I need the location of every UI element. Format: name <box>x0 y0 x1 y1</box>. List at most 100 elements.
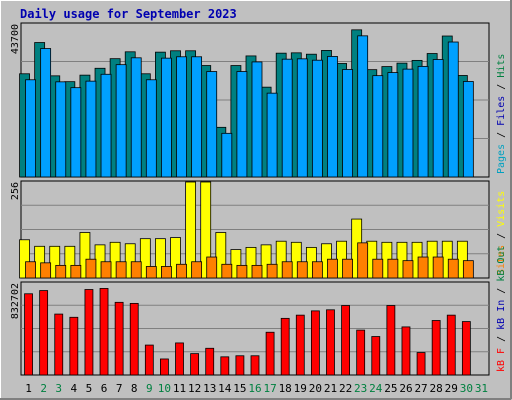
bar <box>236 71 248 178</box>
bar <box>161 266 172 279</box>
bar <box>25 261 36 279</box>
legend-entry: Files <box>496 96 507 126</box>
legend-entry: kB F <box>496 348 507 372</box>
bar <box>129 302 139 376</box>
bar <box>175 342 184 376</box>
day-label: 23 <box>354 382 367 395</box>
day-label: 28 <box>430 382 443 395</box>
bar <box>100 261 112 279</box>
bar <box>251 61 263 178</box>
bar <box>25 79 36 178</box>
legend-entry: Pages <box>496 144 507 174</box>
bar <box>49 245 61 279</box>
bar <box>341 305 350 376</box>
bar <box>431 320 441 376</box>
bar <box>462 81 474 178</box>
bar <box>357 242 369 279</box>
legend-entry: / <box>496 126 507 144</box>
bar <box>205 347 215 376</box>
bar <box>144 344 154 376</box>
bar <box>295 314 305 376</box>
bar <box>235 355 245 376</box>
day-label: 29 <box>445 382 458 395</box>
bar <box>130 261 142 279</box>
day-label: 14 <box>218 382 232 395</box>
bar <box>250 355 260 376</box>
series-files <box>25 35 474 178</box>
legend-entry: Hits <box>496 54 507 78</box>
bar <box>266 263 278 279</box>
bar <box>79 232 91 279</box>
bar <box>296 58 308 178</box>
bar <box>40 262 52 279</box>
bar <box>432 256 444 279</box>
bar <box>356 329 366 376</box>
bar <box>70 87 82 178</box>
bar <box>260 244 272 279</box>
day-label: 21 <box>324 382 337 395</box>
day-label: 17 <box>263 382 276 395</box>
bar <box>447 258 459 279</box>
bar <box>115 261 127 279</box>
bar <box>311 261 323 279</box>
bar <box>206 71 218 178</box>
bar <box>357 35 369 178</box>
bar <box>245 246 257 279</box>
day-label: 22 <box>339 382 352 395</box>
legend-entry: kB In <box>496 300 507 330</box>
bar <box>24 293 33 376</box>
day-label: 24 <box>369 382 383 395</box>
day-label: 11 <box>173 382 186 395</box>
bar <box>176 56 187 178</box>
bar <box>327 258 338 279</box>
legend-entry: Sites <box>496 245 507 275</box>
bar <box>85 258 97 279</box>
bar <box>55 81 67 178</box>
bar <box>296 261 308 279</box>
bar <box>402 68 414 178</box>
bar <box>176 263 187 279</box>
legend-entry: / <box>496 78 507 96</box>
day-label: 13 <box>203 382 216 395</box>
bar <box>100 73 112 178</box>
bar <box>462 260 474 279</box>
bar <box>99 288 109 376</box>
day-label: 26 <box>399 382 412 395</box>
panel-hits-files-pages: 43700 Pages / Files / Hits <box>10 22 507 178</box>
legend-entry: / <box>496 282 507 300</box>
bar <box>55 264 67 279</box>
bar <box>327 56 338 178</box>
bar <box>130 57 142 178</box>
y-max-label: 256 <box>10 182 21 200</box>
bar <box>19 239 30 279</box>
bar <box>432 59 444 178</box>
bar <box>69 316 79 376</box>
bar <box>281 261 293 279</box>
day-label: 12 <box>188 382 201 395</box>
bar <box>265 331 275 376</box>
bar <box>160 358 169 376</box>
bar <box>109 241 121 279</box>
day-label: 5 <box>86 382 93 395</box>
bar <box>251 264 263 279</box>
bar <box>417 256 429 279</box>
bar <box>401 326 411 376</box>
day-label: 7 <box>116 382 123 395</box>
series-kb-f <box>24 288 471 376</box>
day-label: 19 <box>294 382 307 395</box>
bar <box>170 237 181 279</box>
y-max-label: 43700 <box>10 24 21 54</box>
bar <box>236 264 248 279</box>
bar <box>190 353 200 376</box>
bar <box>39 290 49 376</box>
bar <box>417 65 429 178</box>
day-label: 15 <box>233 382 246 395</box>
day-label: 9 <box>146 382 153 395</box>
legend-entry: Visits <box>496 191 507 227</box>
chart-panels: 43700 Pages / Files / Hits 256 Sites / Visi… <box>10 22 507 376</box>
bar <box>84 289 94 376</box>
bar <box>206 256 218 279</box>
bar <box>372 75 384 178</box>
bar <box>85 80 97 178</box>
